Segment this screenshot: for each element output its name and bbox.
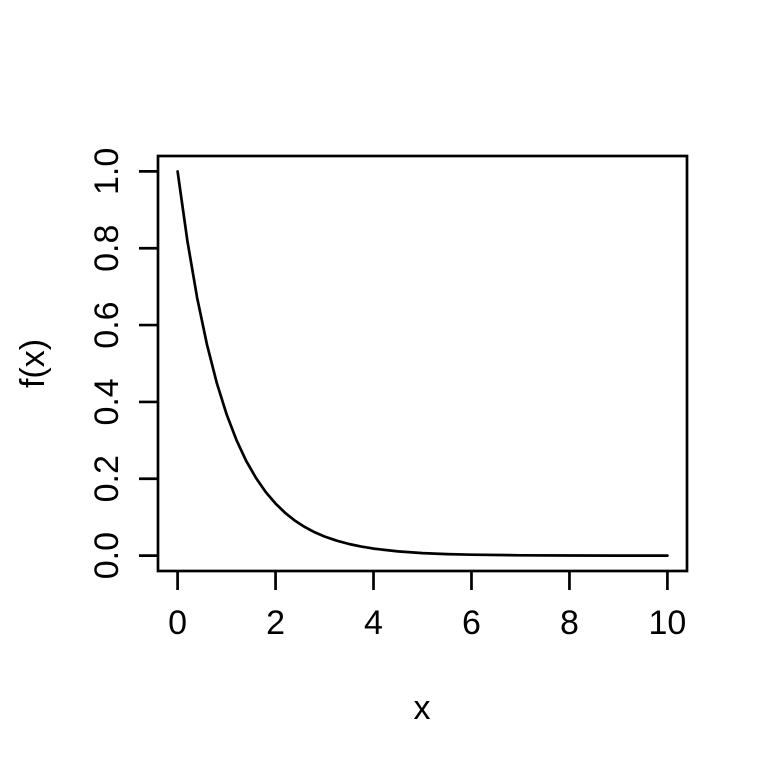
y-axis-tick-label: 0.0 bbox=[88, 532, 126, 579]
y-axis-title: f(x) bbox=[14, 339, 52, 388]
x-axis-tick-label: 2 bbox=[266, 604, 285, 642]
x-axis-tick-label: 0 bbox=[168, 604, 187, 642]
y-axis-tick-label: 0.4 bbox=[88, 378, 126, 425]
y-axis-tick-label: 0.2 bbox=[88, 455, 126, 502]
x-axis-tick-label: 8 bbox=[560, 604, 579, 642]
x-axis-tick-label: 6 bbox=[462, 604, 481, 642]
plot-box bbox=[156, 154, 689, 573]
y-axis-tick-label: 0.8 bbox=[88, 225, 126, 272]
y-axis-ticks bbox=[139, 170, 158, 557]
y-axis-tick-labels: 0.0 0.2 0.4 0.6 0.8 1.0 bbox=[88, 148, 126, 580]
x-axis-tick-label: 10 bbox=[648, 604, 686, 642]
x-axis-tick-labels: 0 2 4 6 8 10 bbox=[168, 604, 686, 642]
exponential-decay-curve bbox=[176, 170, 669, 557]
x-axis-tick-label: 4 bbox=[364, 604, 383, 642]
x-axis-ticks bbox=[176, 571, 669, 590]
y-axis-tick-label: 1.0 bbox=[88, 148, 126, 195]
y-axis-tick-label: 0.6 bbox=[88, 301, 126, 348]
x-axis-title: x bbox=[414, 689, 431, 727]
